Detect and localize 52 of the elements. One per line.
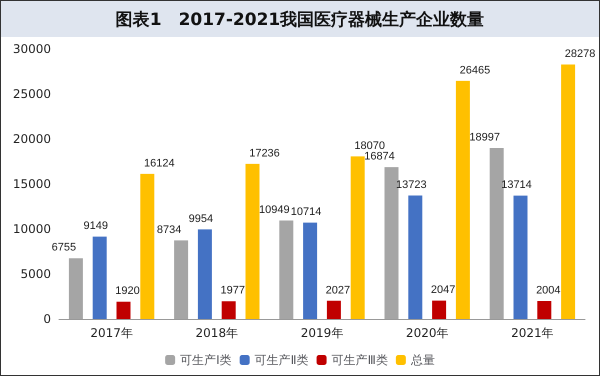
x-tick-label: 2018年	[196, 326, 238, 340]
y-tick-label: 15000	[12, 177, 51, 191]
data-label: 17236	[249, 147, 280, 160]
data-label: 16874	[364, 150, 395, 163]
x-tick-label: 2017年	[90, 326, 133, 340]
data-label: 18997	[469, 132, 500, 144]
data-label: 28278	[564, 48, 596, 60]
bar	[561, 64, 576, 319]
data-label: 13714	[501, 179, 532, 192]
y-tick-label: 10000	[12, 222, 51, 236]
data-label: 1977	[220, 284, 245, 297]
x-tick-label: 2021年	[511, 326, 554, 340]
bar	[432, 300, 446, 319]
x-tick-label: 2020年	[406, 326, 448, 340]
bar	[303, 222, 318, 319]
data-label: 10949	[259, 204, 290, 216]
y-tick-label: 20000	[12, 132, 51, 146]
bar	[140, 174, 154, 319]
y-tick-label: 5000	[20, 267, 51, 281]
data-label: 6755	[52, 242, 76, 254]
y-tick-label: 0	[43, 312, 51, 326]
bar	[326, 300, 341, 319]
bar	[198, 229, 212, 319]
bar	[537, 300, 552, 319]
data-label: 9149	[83, 220, 108, 232]
y-tick-label: 30000	[12, 42, 51, 56]
legend-label: 可生产Ⅱ类	[254, 353, 309, 367]
legend-label: 总量	[410, 353, 435, 367]
data-label: 2047	[430, 284, 456, 296]
bar	[246, 164, 260, 319]
bar	[92, 236, 107, 319]
legend-label: 可生产Ⅰ类	[180, 353, 232, 367]
x-tick-label: 2019年	[300, 326, 344, 340]
legend-label: 可生产Ⅲ类	[332, 353, 388, 367]
data-label: 2027	[326, 284, 350, 296]
data-label: 8734	[156, 224, 182, 236]
bar	[408, 195, 422, 319]
data-label: 16124	[144, 157, 175, 170]
bar	[116, 302, 130, 319]
data-label: 18070	[354, 140, 385, 152]
y-tick-label: 25000	[12, 87, 51, 101]
data-label: 10714	[290, 206, 322, 218]
bar	[350, 156, 365, 319]
bar	[514, 196, 528, 319]
data-label: 9954	[188, 212, 214, 225]
data-label: 2004	[536, 284, 561, 296]
data-label: 1920	[115, 285, 140, 298]
chart-title: 图表1 2017-2021我国医疗器械生产企业数量	[1, 1, 599, 37]
data-label: 13723	[396, 178, 427, 191]
bar	[456, 80, 470, 319]
bar	[222, 301, 236, 319]
data-label: 26465	[460, 64, 490, 76]
